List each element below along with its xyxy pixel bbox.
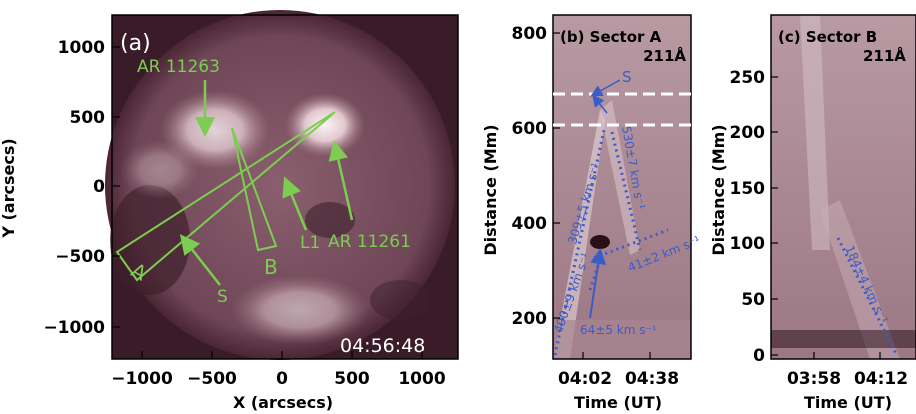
ar11261-arrow (328, 140, 354, 221)
panel-c-xtick: 04:12 (854, 369, 908, 389)
panel-a-ytick: 1000 (58, 38, 105, 58)
panel-c-fit (836, 237, 899, 357)
active-region-11261 (285, 93, 365, 157)
panel-b-ticks (553, 32, 651, 359)
label-s: S (217, 287, 228, 307)
panel-c-ytick: 0 (753, 346, 765, 366)
dark-feature (590, 235, 610, 249)
panel-b-xtick: 04:38 (625, 369, 679, 389)
panel-a-xtick: 1000 (398, 369, 445, 389)
panel-c-ylabel: Distance (Mm) (709, 124, 728, 255)
dark-feature-arrow (589, 248, 607, 319)
panel-b-xlabel: Time (UT) (574, 393, 662, 412)
panel-a-ytick: −500 (55, 247, 105, 267)
label-ar-11261: AR 11261 (328, 232, 411, 252)
panel-c-xlabel: Time (UT) (804, 393, 892, 412)
panel-b-ytick: 200 (512, 309, 548, 329)
panel-b-s-label: S (622, 68, 632, 86)
panel-c-ticks (771, 76, 881, 359)
label-sector-b: B (264, 255, 278, 279)
panel-a-xlabel: X (arcsecs) (233, 393, 333, 412)
panel-a-ytick: −1000 (43, 318, 105, 338)
panel-b-ylabel: Distance (Mm) (481, 124, 500, 255)
sector-a-outline (115, 111, 336, 282)
panel-b-speed: 64±5 km s⁻¹ (580, 323, 657, 337)
l1-arrow (282, 176, 308, 231)
panel-c-ytick: 100 (730, 234, 766, 254)
panel-c-tag: (c) Sector B (778, 28, 877, 46)
panel-a-xtick: 500 (334, 369, 370, 389)
panel-c-frame (771, 15, 916, 359)
panel-a: (a) AR 11263 AR 11261 B L1 A S 04:56:48 … (0, 10, 459, 412)
panel-a-xtick: 0 (276, 369, 288, 389)
panel-a-xtick: −1000 (111, 369, 173, 389)
panel-c-ytick: 200 (730, 123, 766, 143)
panel-c-ytick: 250 (730, 68, 766, 88)
s-arrow-b1 (592, 94, 608, 114)
panel-a-ylabel: Y (arcsecs) (0, 138, 18, 238)
panel-b-wavelength: 211Å (643, 46, 686, 65)
panel-b-ytick: 800 (512, 24, 548, 44)
panel-c-ytick: 50 (741, 290, 765, 310)
label-ar-11263: AR 11263 (137, 57, 220, 77)
panel-a-xtick: −500 (187, 369, 237, 389)
panel-a-ytick: 500 (70, 108, 106, 128)
panel-a-ticks (112, 46, 423, 359)
panel-c-wavelength: 211Å (863, 46, 906, 65)
s-arrow (179, 234, 221, 286)
panel-c-xtick: 03:58 (787, 369, 841, 389)
s-arrow-b2 (590, 79, 621, 97)
label-l1: L1 (300, 233, 320, 253)
panel-c-ytick: 150 (730, 179, 766, 199)
panel-b-ytick: 400 (512, 214, 548, 234)
panel-a-timestamp: 04:56:48 (340, 335, 425, 357)
panel-a-tag: (a) (120, 31, 151, 56)
panel-b-ytick: 600 (512, 119, 548, 139)
panel-b-tag: (b) Sector A (560, 28, 662, 46)
sector-b-outline (231, 127, 278, 252)
panel-a-ytick: 0 (93, 177, 105, 197)
panel-c: 184±4 km s⁻¹ (c) Sector B 211Å 250 200 1… (709, 14, 916, 412)
panel-b-fits (553, 129, 669, 356)
panel-b: S 490±9 km s⁻¹ 309±5 km s⁻¹ 530±7 km s⁻¹… (481, 14, 702, 412)
panel-b-xtick: 04:02 (558, 369, 612, 389)
